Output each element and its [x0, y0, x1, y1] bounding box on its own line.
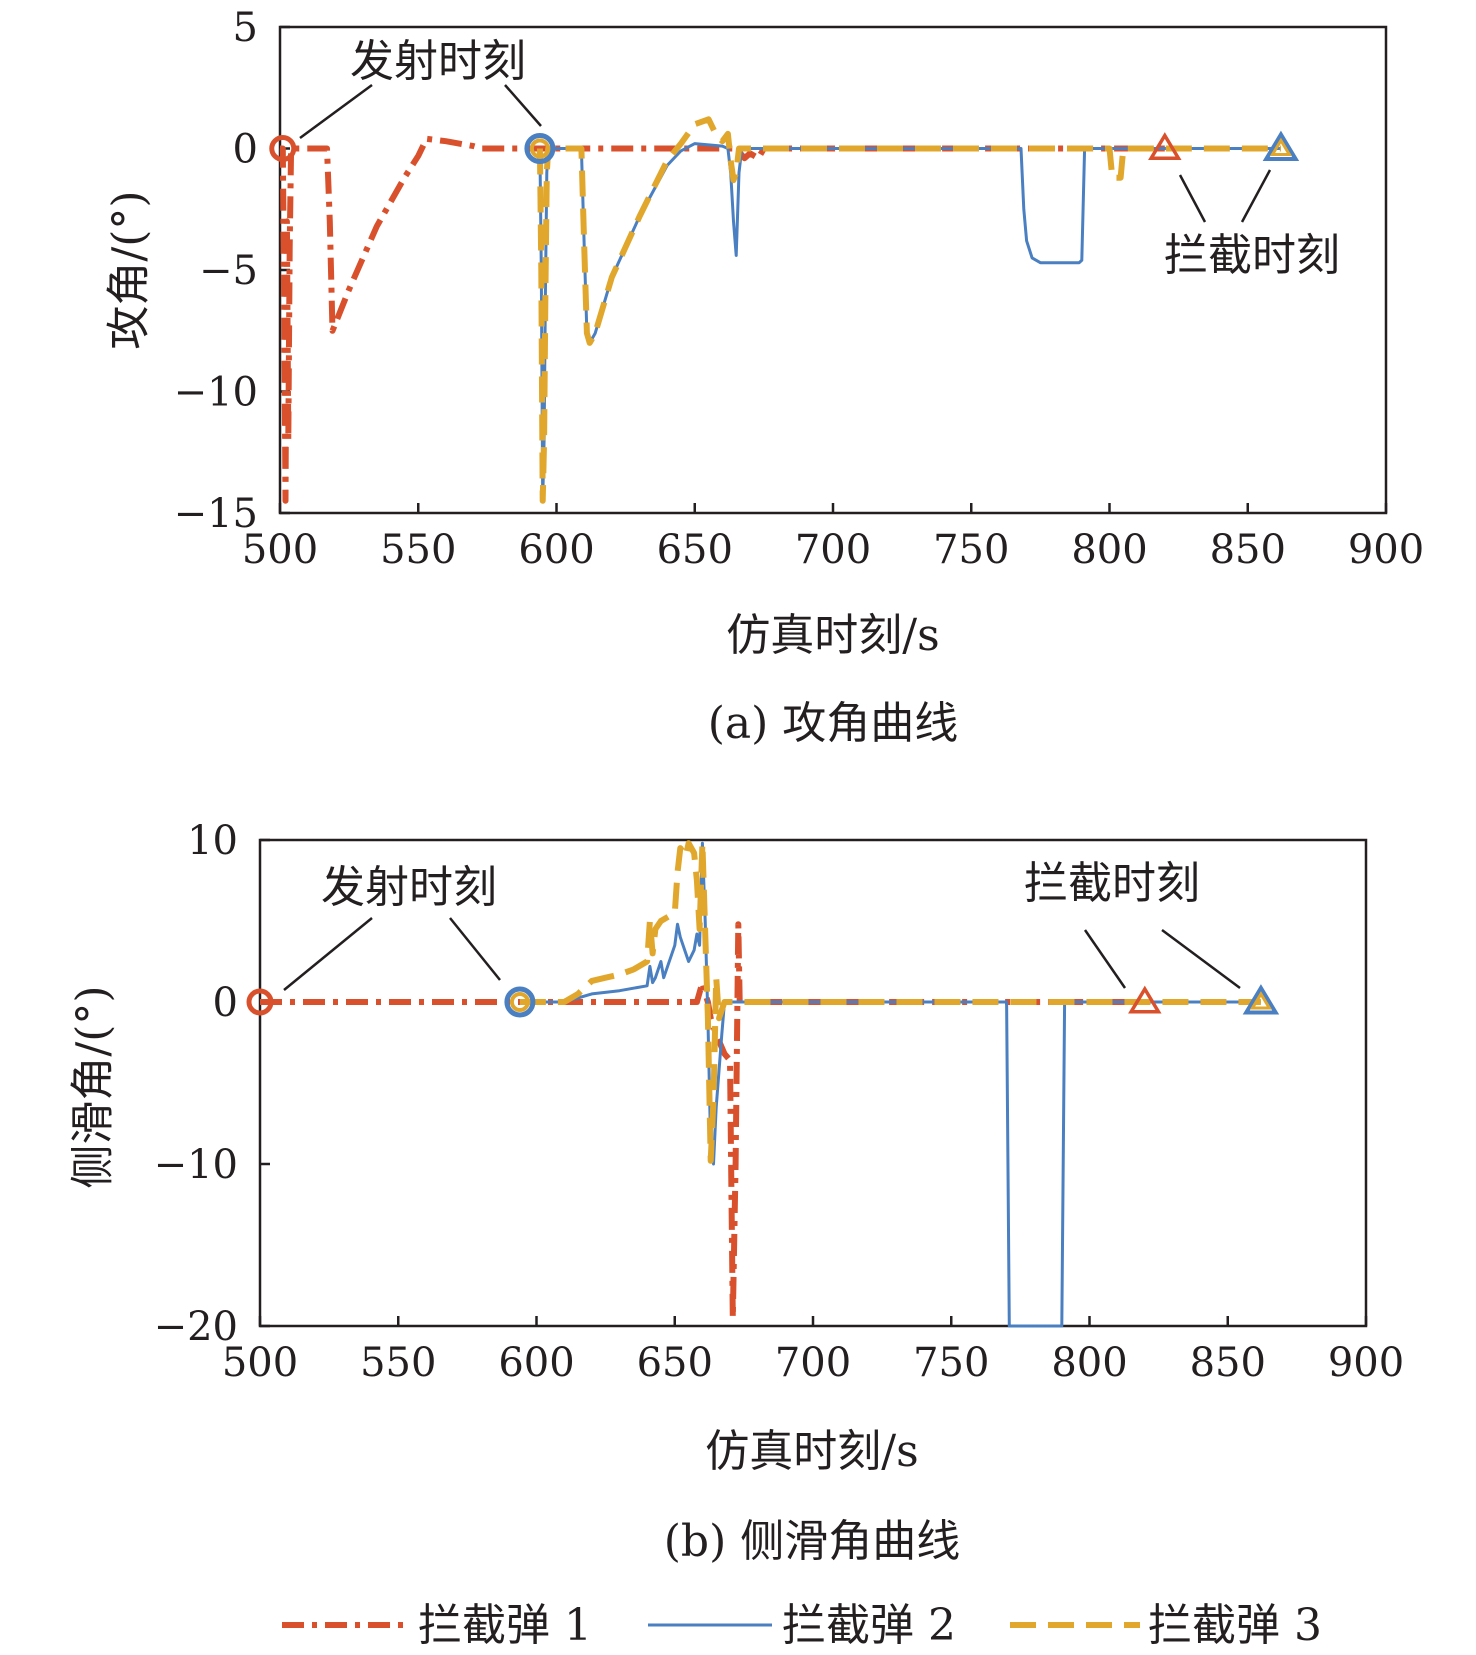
series-line-2-a [538, 142, 1281, 503]
y-axis-label-b: 侧滑角/(°) [68, 985, 119, 1188]
caption-a: (a) 攻角曲线 [708, 698, 959, 749]
legend-item-3: 拦截弹 3 [1010, 1600, 1322, 1651]
series-line-1-a [279, 135, 1165, 504]
series-line-1-b [260, 921, 1145, 1321]
legend-item-1: 拦截弹 1 [282, 1600, 592, 1651]
x-tick-label-a: 900 [1348, 527, 1424, 573]
markers-b [246, 984, 1280, 1018]
x-tick-label-a: 600 [518, 527, 594, 573]
launch-leader-b2 [449, 917, 501, 981]
x-tick-label-b: 800 [1051, 1340, 1127, 1386]
series-line-3-a [536, 116, 1281, 504]
intercept-annotation-a: 拦截时刻 [1164, 230, 1340, 281]
y-tick-label-a: −5 [199, 248, 258, 294]
y-tick-label-b: −10 [154, 1142, 238, 1188]
launch-marker-3-b [509, 992, 530, 1012]
tick-labels-b: 500 550 600 650 700 750 800 850 900 10 0 −10 −20 [154, 818, 1405, 1386]
chart-panel-a: 500 550 600 650 700 750 800 850 900 5 0 −5 −10 −15 攻角… [104, 5, 1425, 749]
x-tick-label-b: 900 [1328, 1340, 1404, 1386]
y-axis-label-a: 攻角/(°) [104, 190, 155, 349]
y-tick-label-b: 0 [213, 980, 238, 1026]
y-tick-label-a: −10 [174, 370, 258, 416]
launch-marker-1-b [246, 988, 274, 1016]
series-line-2-b [519, 841, 1261, 1328]
x-tick-label-a: 650 [657, 527, 733, 573]
x-tick-label-a: 500 [242, 527, 318, 573]
x-tick-label-b: 500 [222, 1340, 298, 1386]
launch-marker-1-a [269, 135, 297, 162]
x-tick-label-a: 850 [1210, 527, 1286, 573]
x-axis-label-b: 仿真时刻/s [705, 1426, 918, 1477]
launch-leader-b1 [283, 917, 373, 991]
legend: 拦截弹 1 拦截弹 2 拦截弹 3 [282, 1600, 1322, 1651]
markers-a [269, 130, 1300, 164]
intercept-leader-b1 [1083, 929, 1127, 989]
legend-label-3: 拦截弹 3 [1148, 1600, 1322, 1651]
x-tick-label-b: 550 [360, 1340, 436, 1386]
y-tick-label-a: 0 [233, 127, 258, 173]
launch-leader-a2 [504, 84, 542, 127]
intercept-leader-a2 [1240, 169, 1272, 223]
legend-item-2: 拦截弹 2 [648, 1600, 956, 1651]
intercept-leader-b2 [1161, 928, 1241, 990]
x-tick-label-b: 600 [498, 1340, 574, 1386]
launch-marker-2-b [504, 986, 536, 1018]
launch-leader-a1 [299, 83, 373, 140]
launch-marker-2-a [524, 133, 556, 164]
intercept-marker-3-a [1269, 137, 1292, 156]
x-tick-label-a: 750 [933, 527, 1009, 573]
x-tick-label-a: 550 [380, 527, 456, 573]
launch-annotation-a: 发射时刻 [350, 36, 526, 87]
launch-marker-3-a [529, 138, 550, 159]
intercept-leader-a1 [1178, 174, 1207, 223]
legend-label-1: 拦截弹 1 [418, 1600, 592, 1651]
x-tick-label-b: 750 [913, 1340, 989, 1386]
y-tick-label-b: 10 [187, 818, 238, 864]
intercept-marker-1-a [1148, 132, 1182, 160]
intercept-marker-3-b [1249, 991, 1272, 1010]
x-tick-label-b: 650 [637, 1340, 713, 1386]
legend-label-2: 拦截弹 2 [782, 1600, 956, 1651]
tick-labels-a: 500 550 600 650 700 750 800 850 900 5 0 −5 −10 −15 [174, 5, 1425, 573]
x-tick-label-b: 700 [775, 1340, 851, 1386]
intercept-marker-2-a [1262, 130, 1300, 161]
x-tick-label-a: 700 [795, 527, 871, 573]
x-tick-label-a: 800 [1071, 527, 1147, 573]
intercept-annotation-b: 拦截时刻 [1024, 858, 1200, 909]
y-tick-label-a: 5 [233, 5, 258, 51]
series-b [260, 840, 1261, 1328]
intercept-marker-1-b [1128, 985, 1162, 1014]
series-a [279, 116, 1281, 504]
x-tick-label-b: 850 [1190, 1340, 1266, 1386]
caption-b: (b) 侧滑角曲线 [664, 1516, 960, 1567]
y-tick-label-a: −15 [174, 491, 258, 537]
y-tick-label-b: −20 [154, 1304, 238, 1350]
chart-panel-b: 500 550 600 650 700 750 800 850 900 10 0 −10 −20 侧滑角… [68, 818, 1405, 1567]
launch-annotation-b: 发射时刻 [321, 862, 497, 913]
series-line-3-b [519, 840, 1261, 1164]
x-axis-label-a: 仿真时刻/s [726, 610, 939, 661]
intercept-marker-2-b [1242, 984, 1280, 1015]
